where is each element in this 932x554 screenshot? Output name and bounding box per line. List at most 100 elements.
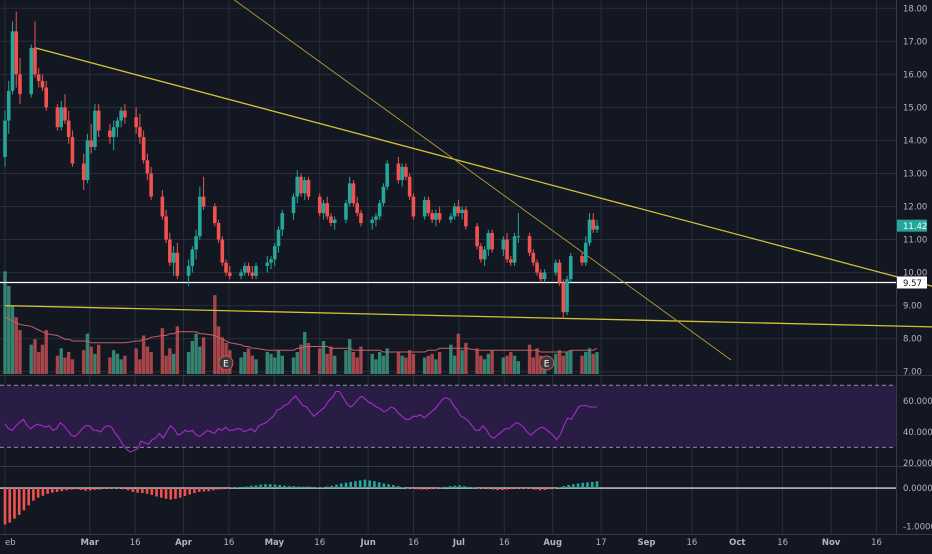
volume-bar bbox=[198, 346, 202, 374]
candle-body bbox=[557, 262, 562, 283]
volume-bar bbox=[123, 355, 127, 374]
volume-bar bbox=[452, 355, 457, 374]
volume-bar bbox=[479, 355, 483, 374]
rsi-tick-label: 40.0000 bbox=[903, 428, 932, 438]
candle-body bbox=[355, 203, 360, 214]
candle-body bbox=[561, 282, 566, 313]
macd-histogram-bar bbox=[22, 488, 26, 511]
candle-body bbox=[276, 229, 281, 247]
volume-bar bbox=[591, 353, 595, 374]
candle-body bbox=[306, 180, 311, 197]
macd-histogram-bar bbox=[98, 488, 102, 490]
macd-histogram-bar bbox=[197, 488, 201, 492]
macd-histogram-bar bbox=[392, 484, 395, 489]
macd-histogram-bar bbox=[126, 488, 130, 491]
last-price-tag bbox=[897, 219, 927, 232]
macd-histogram-bar bbox=[387, 484, 390, 489]
macd-histogram-bar bbox=[278, 484, 281, 489]
level-price-label: 9.57 bbox=[903, 279, 922, 289]
volume-bar bbox=[377, 352, 382, 374]
macd-histogram-bar bbox=[567, 484, 570, 489]
candle-body bbox=[220, 239, 225, 263]
volume-bar bbox=[512, 355, 517, 374]
macd-histogram-bar bbox=[159, 488, 163, 498]
volume-bar bbox=[355, 357, 359, 374]
candle-body bbox=[553, 262, 558, 273]
rsi-band bbox=[0, 385, 896, 448]
candle-body bbox=[332, 219, 337, 224]
price-tick-label: 13.00 bbox=[903, 169, 927, 179]
macd-tick-label: -1.0000 bbox=[903, 522, 932, 532]
macd-histogram-bar bbox=[27, 488, 30, 506]
macd-histogram-bar bbox=[519, 488, 523, 489]
candle-body bbox=[464, 209, 468, 227]
volume-bar bbox=[437, 352, 442, 374]
macd-histogram-bar bbox=[311, 486, 315, 489]
volume-bar bbox=[269, 353, 273, 374]
volume-bar bbox=[381, 355, 386, 374]
macd-histogram-bar bbox=[425, 488, 428, 490]
candle-body bbox=[400, 166, 404, 181]
volume-bar bbox=[93, 353, 97, 374]
volume-bar bbox=[59, 348, 63, 374]
macd-histogram-bar bbox=[254, 485, 258, 489]
price-tick-label: 16.00 bbox=[903, 70, 927, 80]
volume-bar bbox=[569, 350, 573, 374]
candle-body bbox=[242, 265, 247, 273]
rsi-tick-label: 60.0000 bbox=[903, 397, 932, 407]
candle-body bbox=[295, 176, 300, 197]
candle-body bbox=[452, 206, 457, 217]
volume-bar bbox=[115, 353, 120, 374]
candle-body bbox=[33, 47, 37, 75]
volume-bar bbox=[14, 317, 18, 374]
macd-histogram-bar bbox=[453, 485, 457, 489]
macd-histogram-bar bbox=[410, 488, 414, 489]
volume-bar bbox=[168, 348, 172, 374]
macd-histogram-bar bbox=[188, 488, 192, 495]
macd-histogram-bar bbox=[316, 487, 319, 489]
volume-bar bbox=[482, 359, 487, 374]
candle-body bbox=[299, 176, 303, 194]
macd-histogram-bar bbox=[581, 482, 585, 489]
volume-bar bbox=[276, 350, 281, 374]
price-tick-label: 18.00 bbox=[903, 4, 927, 14]
candle-body bbox=[119, 110, 123, 121]
macd-histogram-bar bbox=[93, 488, 97, 490]
macd-histogram-bar bbox=[562, 486, 566, 489]
volume-bar bbox=[280, 355, 284, 374]
volume-bar bbox=[554, 353, 558, 374]
candle-body bbox=[123, 110, 127, 118]
earnings-marker bbox=[218, 355, 234, 371]
macd-histogram-bar bbox=[46, 488, 49, 494]
macd-histogram-bar bbox=[543, 488, 547, 490]
candle-body bbox=[171, 252, 176, 263]
candle-body bbox=[411, 196, 416, 217]
macd-histogram-bar bbox=[363, 479, 367, 489]
macd-histogram-bar bbox=[434, 488, 438, 489]
macd-histogram-bar bbox=[491, 488, 495, 490]
volume-bar bbox=[426, 355, 431, 374]
macd-histogram-bar bbox=[595, 481, 599, 489]
volume-bar bbox=[584, 352, 588, 374]
volume-bar bbox=[505, 355, 509, 374]
candle-body bbox=[385, 163, 389, 187]
volume-bar bbox=[85, 333, 90, 374]
candle-body bbox=[168, 239, 172, 263]
candle-body bbox=[246, 265, 251, 273]
volume-bar bbox=[29, 344, 33, 374]
volume-bar bbox=[374, 359, 378, 374]
volume-bar bbox=[325, 353, 329, 374]
price-tick-label: 17.00 bbox=[903, 37, 927, 47]
earnings-marker-label: E bbox=[223, 360, 229, 370]
time-axis-label: Jun bbox=[359, 538, 375, 548]
macd-histogram-bar bbox=[292, 486, 296, 489]
volume-bar bbox=[145, 346, 150, 374]
volume-bar bbox=[385, 348, 389, 374]
candle-body bbox=[164, 216, 168, 240]
volume-bar bbox=[66, 352, 71, 374]
earnings-marker bbox=[539, 355, 555, 371]
macd-histogram-bar bbox=[36, 488, 40, 498]
candle-body bbox=[486, 232, 491, 250]
